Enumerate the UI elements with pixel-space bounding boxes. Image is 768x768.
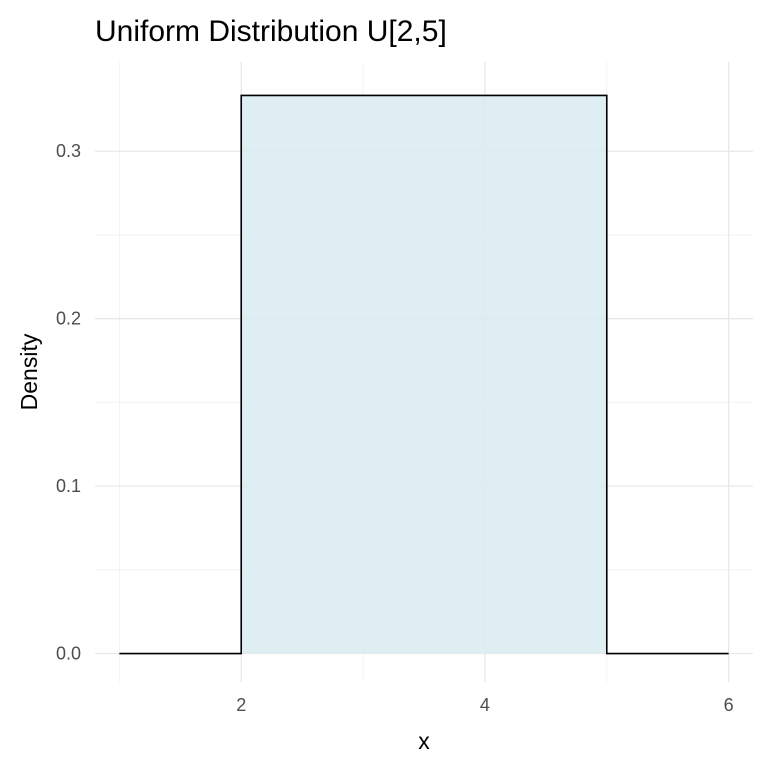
y-axis-title: Density bbox=[16, 333, 42, 410]
density-line-path bbox=[119, 94, 729, 655]
chart-title: Uniform Distribution U[2,5] bbox=[95, 15, 447, 48]
density-area bbox=[241, 95, 607, 654]
x-axis-ticks: 2 4 6 bbox=[236, 695, 733, 715]
y-tick-label: 0.1 bbox=[56, 476, 81, 496]
y-tick-label: 0.0 bbox=[56, 644, 81, 664]
x-tick-label: 6 bbox=[724, 695, 734, 715]
y-tick-label: 0.2 bbox=[56, 309, 81, 329]
density-fill bbox=[241, 95, 607, 654]
density-line bbox=[119, 94, 729, 655]
x-axis-title: x bbox=[418, 728, 430, 754]
y-tick-label: 0.3 bbox=[56, 141, 81, 161]
y-axis-ticks: 0.0 0.1 0.2 0.3 bbox=[56, 141, 81, 663]
x-tick-label: 2 bbox=[236, 695, 246, 715]
x-tick-label: 4 bbox=[480, 695, 490, 715]
